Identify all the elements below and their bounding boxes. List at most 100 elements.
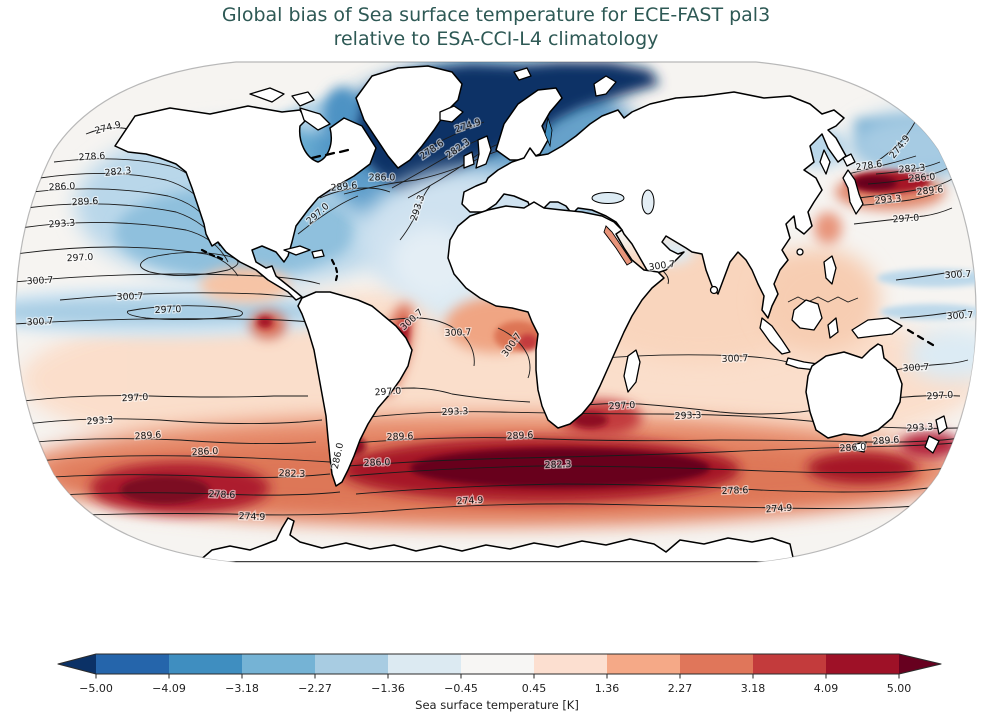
land-japan (842, 169, 864, 215)
water-black-sea (591, 192, 625, 204)
colorbar-segment (753, 654, 827, 674)
contour-line (355, 481, 969, 495)
contour-line (126, 305, 243, 321)
contour-line (883, 359, 969, 373)
contour-label: 297.0 (374, 386, 401, 399)
colorbar-tick-label: −3.18 (225, 682, 259, 695)
contour-line (787, 296, 859, 303)
land-north-america (114, 105, 377, 301)
bias-south-pacific-hot-core (807, 452, 917, 484)
land-sumatra (759, 317, 791, 355)
colorbar-extend-high-triangle (899, 654, 941, 674)
land-new-guinea (851, 317, 903, 339)
land-philippines (823, 255, 837, 285)
land-sakhalin (819, 149, 831, 175)
contour-label: 300.7 (944, 269, 971, 281)
contour-label: 282.3 (104, 165, 132, 179)
contour-line (867, 167, 949, 185)
contour-line (399, 185, 431, 241)
contour-label: 289.6 (134, 430, 161, 443)
figure-title-line1: Global bias of Sea surface temperature f… (221, 4, 771, 26)
colorbar-segment (461, 654, 535, 674)
colorbar-tick-label: −4.09 (152, 682, 186, 695)
contour-label: 274.9 (456, 495, 483, 507)
contour-label: 278.6 (209, 489, 236, 501)
water-baltic-sea (544, 116, 553, 148)
contour-line (17, 497, 973, 519)
contour-line (19, 222, 229, 263)
contour-label: 278.6 (855, 159, 883, 174)
contour-label: 293.3 (442, 406, 469, 418)
land-sulawesi (827, 317, 839, 339)
bias-equatorial-pacific-cold-band (16, 299, 320, 325)
contour-line (319, 187, 391, 199)
contour-line (857, 177, 955, 199)
contour-label: 300.7 (902, 362, 929, 374)
contour-line (349, 465, 963, 477)
contour-label: 282.3 (279, 468, 306, 480)
contour-label: 286.0 (369, 173, 396, 184)
contour-label: 282.3 (898, 162, 926, 175)
land-taiwan (796, 248, 804, 256)
colorbar-axis-label: Sea surface temperature [K] (415, 698, 579, 712)
colorbar-segment (315, 654, 389, 674)
contour-label: 297.0 (66, 252, 93, 264)
land-great-britain (475, 135, 492, 169)
contour-line (16, 455, 331, 465)
colorbar-tick-label: −1.36 (371, 682, 405, 695)
contour-label: 286.0 (48, 181, 75, 193)
bias-westpacific-warm-wash (760, 248, 880, 352)
land-africa (447, 201, 665, 429)
colorbar-ticks: −5.00 −4.09 −3.18 −2.27 −1.36 −0.45 0.45 1.36 2.… (79, 674, 911, 695)
contour-line (853, 207, 953, 225)
contour-label: 289.6 (872, 435, 899, 448)
contour-label: 274.9 (765, 503, 792, 516)
contour-label: 289.6 (387, 431, 414, 443)
bias-peru-warm-core (257, 316, 273, 328)
colorbar-segment (680, 654, 754, 674)
land-ireland (463, 151, 475, 169)
land-solomon-islands (906, 328, 935, 347)
water-caspian-sea (641, 189, 655, 215)
contour-line (140, 252, 239, 277)
land-antarctica (197, 517, 795, 562)
land-south-america (297, 291, 413, 487)
contour-line (16, 473, 331, 481)
contour-line (497, 327, 531, 379)
colorbar-tick-label: 0.45 (522, 682, 547, 695)
contour-label: 300.7 (26, 275, 53, 287)
contour-label: 300.7 (445, 327, 472, 339)
land-tasmania (853, 441, 867, 453)
contour-line (875, 119, 917, 163)
land-canadian-arctic-islands (249, 87, 331, 131)
colorbar-segment (242, 654, 316, 674)
figure-title: Global bias of Sea surface temperature f… (0, 4, 992, 52)
contour-label: 297.0 (121, 392, 148, 404)
bias-south-indian-hot-core2 (410, 448, 710, 488)
contour-label: 300.7 (946, 310, 973, 322)
contour-label: 300.7 (722, 353, 749, 365)
land-hispaniola (311, 249, 325, 259)
contour-label: 278.6 (78, 151, 105, 164)
land-australia (805, 343, 903, 439)
land-lesser-antilles (330, 258, 339, 282)
contour-label: 274.9 (239, 511, 266, 523)
land-hokkaido (842, 153, 856, 167)
colorbar-segment (169, 654, 243, 674)
bias-equatorial-pacific-right2 (880, 304, 976, 320)
contour-label: 293.3 (906, 422, 933, 435)
contour-label: 293.3 (48, 218, 75, 231)
contour-label: 289.6 (916, 184, 944, 198)
bias-south-atlantic-hot-core2 (120, 476, 210, 504)
contour-label: 289.6 (330, 180, 358, 194)
colorbar-segment (534, 654, 608, 674)
figure-title-line2: relative to ESA-CCI-L4 climatology (333, 27, 659, 50)
contour-label: 297.0 (892, 213, 919, 226)
contour-line (16, 418, 323, 427)
contour-label: 297.0 (155, 304, 182, 316)
contour-line (16, 438, 317, 445)
contour-label: 300.7 (26, 316, 53, 328)
land-novaya-zemlya (593, 75, 617, 97)
water-red-sea (603, 225, 633, 266)
